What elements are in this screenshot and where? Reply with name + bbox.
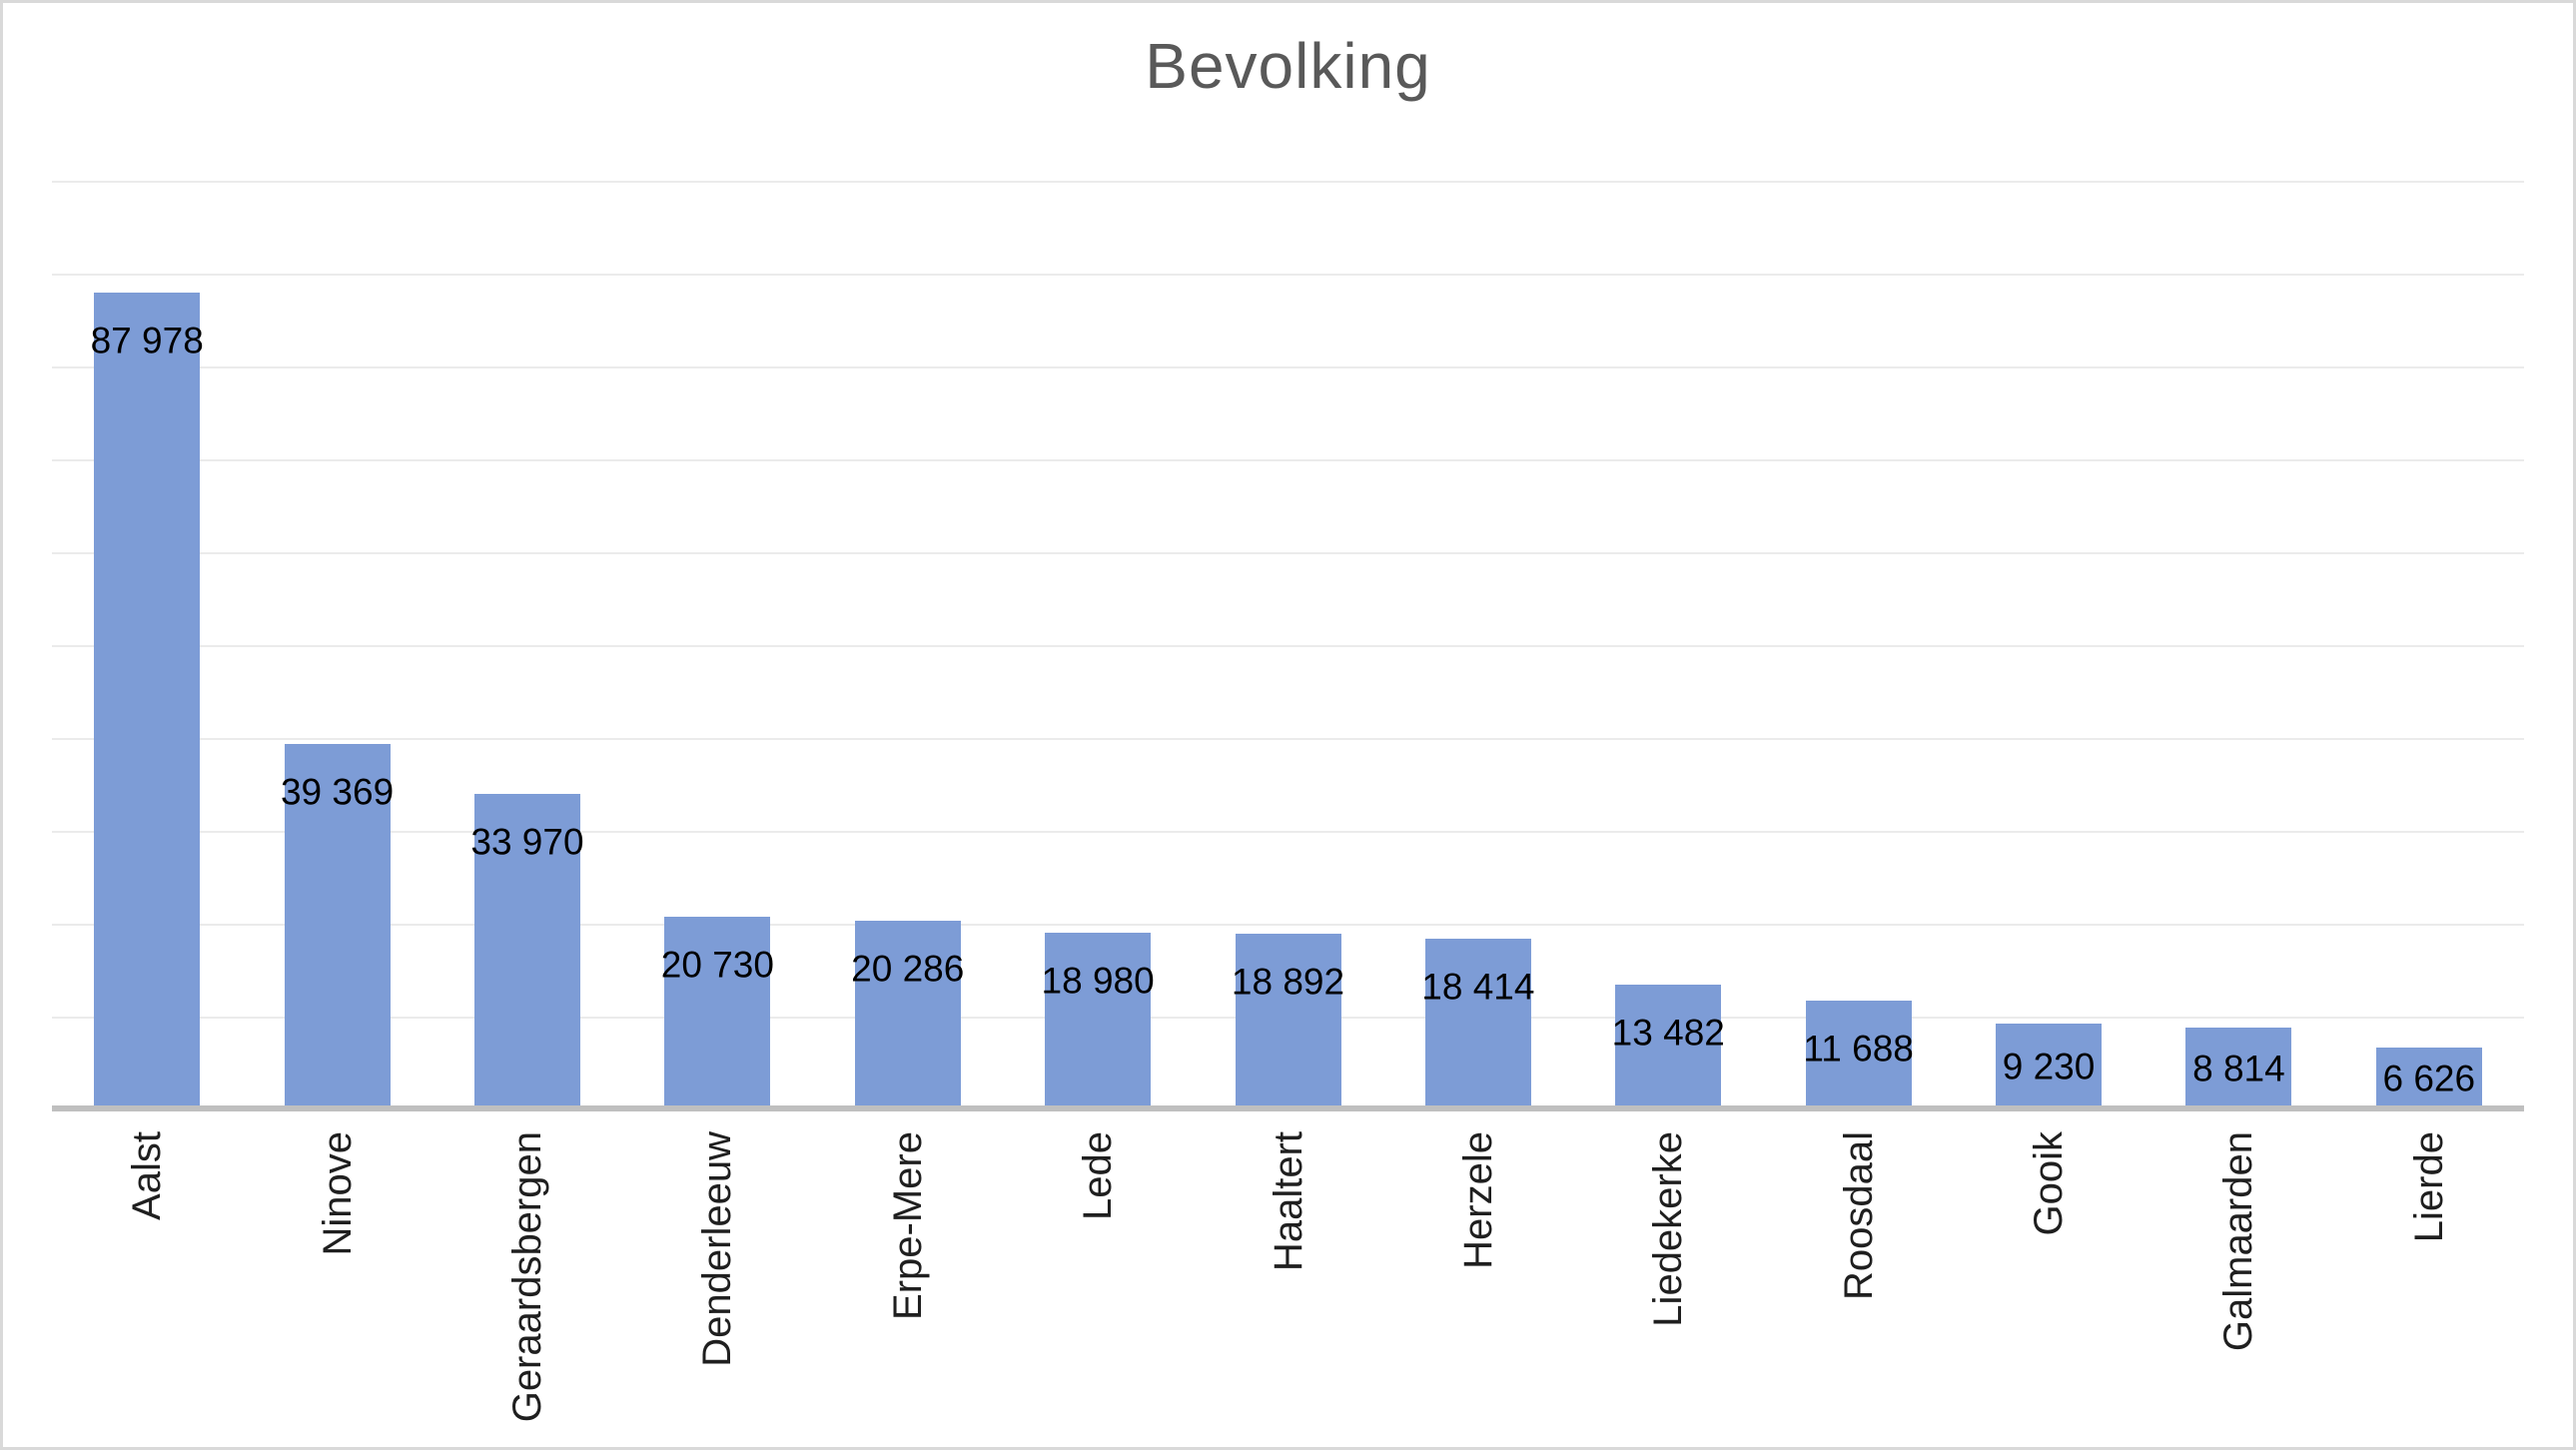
x-axis-label-herzele: Herzele [1455, 1131, 1500, 1269]
bar-erpe-mere[interactable] [854, 921, 961, 1105]
x-axis-label-gooik: Gooik [2027, 1131, 2072, 1236]
gridline [52, 181, 2524, 183]
x-axis-label-haaltert: Haaltert [1266, 1131, 1310, 1272]
data-label-ninove: 39 369 [280, 771, 395, 813]
x-axis-label-ninove: Ninove [315, 1131, 360, 1256]
data-label-liedekerke: 13 482 [1611, 1012, 1725, 1054]
gridline [52, 645, 2524, 647]
data-label-geraardsbergen: 33 970 [470, 821, 584, 863]
bar-ninove[interactable] [284, 743, 391, 1105]
bar-galmaarden[interactable] [2185, 1028, 2292, 1105]
bar-denderleeuw[interactable] [664, 917, 771, 1105]
data-label-erpe-mere: 20 286 [851, 948, 965, 990]
bar-haaltert[interactable] [1235, 934, 1341, 1105]
gridline [52, 459, 2524, 461]
x-axis-label-roosdaal: Roosdaal [1836, 1131, 1881, 1301]
data-label-denderleeuw: 20 730 [660, 944, 774, 986]
chart-title: Bevolking [1145, 30, 1431, 102]
bar-lierde[interactable] [2375, 1048, 2482, 1105]
bar-lede[interactable] [1045, 933, 1152, 1105]
gridline [52, 366, 2524, 368]
x-axis-label-aalst: Aalst [125, 1131, 170, 1220]
data-label-aalst: 87 978 [90, 320, 204, 362]
bar-herzele[interactable] [1424, 938, 1531, 1105]
x-axis-label-lede: Lede [1076, 1131, 1121, 1220]
bar-roosdaal[interactable] [1805, 1001, 1912, 1105]
bar-aalst[interactable] [94, 292, 201, 1105]
x-axis-label-galmaarden: Galmaarden [2216, 1131, 2261, 1352]
bar-liedekerke[interactable] [1615, 984, 1722, 1105]
bar-geraardsbergen[interactable] [473, 794, 580, 1105]
gridline [52, 552, 2524, 554]
x-axis-line [52, 1105, 2524, 1111]
data-label-gooik: 9 230 [2002, 1046, 2096, 1088]
data-label-lede: 18 980 [1041, 960, 1155, 1002]
gridline [52, 274, 2524, 276]
gridline [52, 738, 2524, 740]
data-label-galmaarden: 8 814 [2192, 1048, 2285, 1089]
data-label-haaltert: 18 892 [1231, 961, 1345, 1003]
gridline [52, 924, 2524, 926]
gridline [52, 831, 2524, 833]
x-axis-label-geraardsbergen: Geraardsbergen [504, 1131, 549, 1423]
x-axis-label-erpe-mere: Erpe-Mere [885, 1131, 930, 1320]
data-label-roosdaal: 11 688 [1803, 1028, 1914, 1070]
x-axis-label-liedekerke: Liedekerke [1646, 1131, 1691, 1327]
data-label-herzele: 18 414 [1421, 966, 1535, 1008]
x-axis-label-lierde: Lierde [2406, 1131, 2451, 1243]
x-axis-label-denderleeuw: Denderleeuw [695, 1131, 740, 1367]
bar-gooik[interactable] [1996, 1024, 2103, 1105]
data-label-lierde: 6 626 [2382, 1058, 2476, 1099]
